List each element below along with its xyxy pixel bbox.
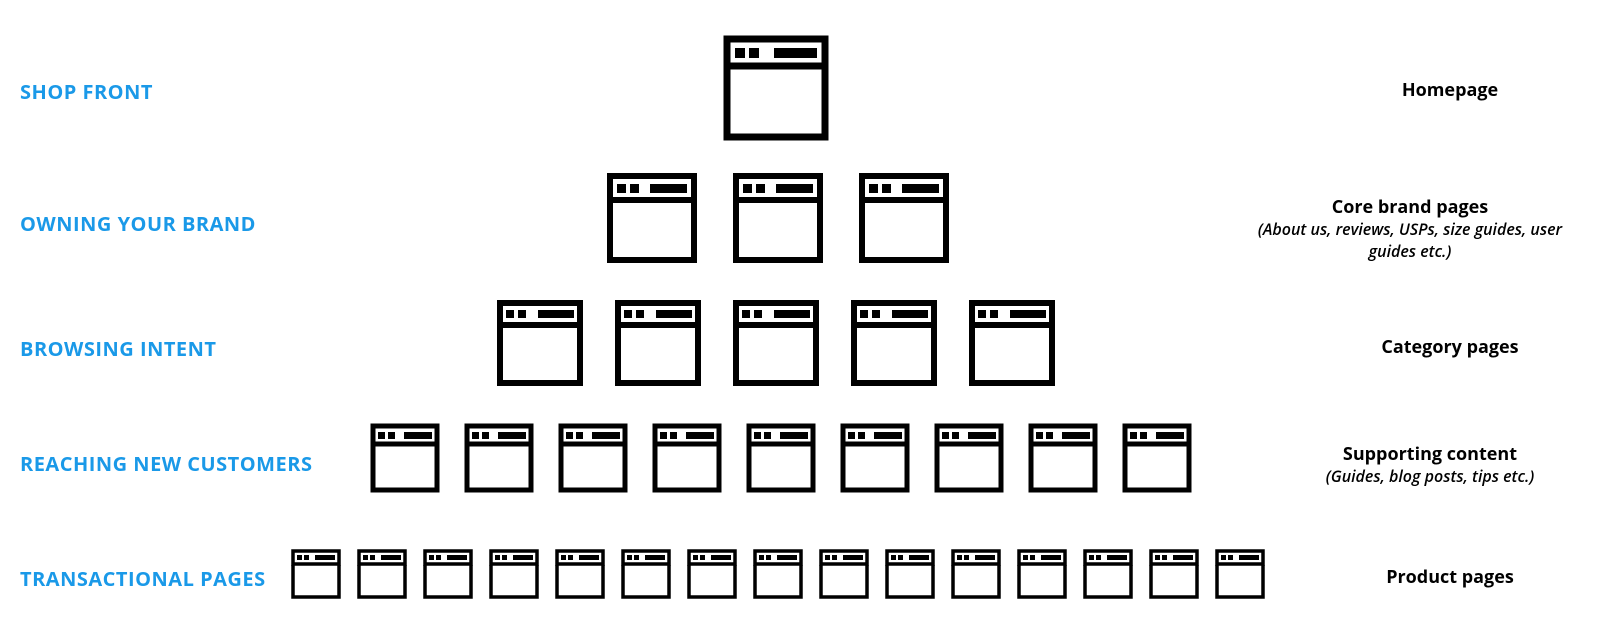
page-icon [1016,548,1068,600]
row-left-label: TRANSACTIONAL PAGES [20,565,266,592]
page-icon [745,422,817,494]
page-icon [620,548,672,600]
page-icon [839,422,911,494]
page-icon [933,422,1005,494]
page-icon [463,422,535,494]
row-icons [604,170,952,266]
pyramid-row: SHOP FRONT Homepage [0,32,1600,144]
page-icon [557,422,629,494]
page-icon [1082,548,1134,600]
page-icon [369,422,441,494]
page-icon [752,548,804,600]
page-icon [752,548,804,600]
page-icon [651,422,723,494]
row-icons [495,298,1057,388]
page-icon [849,298,939,388]
page-icon [604,170,700,266]
page-icon [1121,422,1193,494]
row-icons [290,548,1266,600]
row-right-label: Homepage [1320,78,1580,102]
pyramid-row: OWNING YOUR BRAND [0,170,1600,266]
row-left-label: SHOP FRONT [20,78,153,105]
page-icon [1148,548,1200,600]
page-icon [967,298,1057,388]
page-icon [554,548,606,600]
page-icon [290,548,342,600]
page-icon [495,298,585,388]
page-icon [720,32,832,144]
page-icon [557,422,629,494]
page-icon [613,298,703,388]
row-right-title: Core brand pages [1240,195,1580,219]
page-icon [1027,422,1099,494]
page-icon [849,298,939,388]
page-icon [818,548,870,600]
page-icon [950,548,1002,600]
page-icon [1027,422,1099,494]
page-icon [818,548,870,600]
page-icon [933,422,1005,494]
page-icon [613,298,703,388]
row-icons [369,422,1193,494]
page-icon [730,170,826,266]
page-icon [884,548,936,600]
page-icon [856,170,952,266]
row-right-title: Product pages [1320,565,1580,589]
page-icon [620,548,672,600]
row-left-label: BROWSING INTENT [20,335,216,362]
pyramid-row: BROWSING INTENT [0,298,1600,388]
row-left-label: REACHING NEW CUSTOMERS [20,450,312,477]
row-left-label: OWNING YOUR BRAND [20,210,256,237]
page-icon [488,548,540,600]
row-right-label: Core brand pages(About us, reviews, USPs… [1240,195,1580,262]
page-icon [290,548,342,600]
page-icon [950,548,1002,600]
row-right-label: Product pages [1320,565,1580,589]
page-icon [720,32,832,144]
page-icon [554,548,606,600]
page-icon [1121,422,1193,494]
page-icon [651,422,723,494]
row-icons [720,32,832,144]
page-icon [463,422,535,494]
pyramid-row: REACHING NEW CUSTOMERS [0,422,1600,494]
page-icon [730,170,826,266]
page-icon [604,170,700,266]
page-icon [731,298,821,388]
page-icon [686,548,738,600]
page-icon [356,548,408,600]
page-icon [856,170,952,266]
page-icon [839,422,911,494]
page-icon [422,548,474,600]
page-icon [1082,548,1134,600]
page-icon [731,298,821,388]
page-icon [686,548,738,600]
pyramid-row: TRANSACTIONAL PAGES [0,548,1600,600]
page-icon [1148,548,1200,600]
row-right-title: Homepage [1320,78,1580,102]
row-right-subtitle: (Guides, blog posts, tips etc.) [1280,466,1580,488]
page-icon [369,422,441,494]
page-icon [495,298,585,388]
page-icon [967,298,1057,388]
page-icon [356,548,408,600]
row-right-title: Category pages [1320,335,1580,359]
row-right-label: Supporting content(Guides, blog posts, t… [1280,442,1580,488]
page-icon [745,422,817,494]
page-icon [422,548,474,600]
row-right-label: Category pages [1320,335,1580,359]
row-right-title: Supporting content [1280,442,1580,466]
page-icon [1214,548,1266,600]
page-icon [1016,548,1068,600]
page-icon [884,548,936,600]
row-right-subtitle: (About us, reviews, USPs, size guides, u… [1240,219,1580,262]
page-icon [488,548,540,600]
page-icon [1214,548,1266,600]
